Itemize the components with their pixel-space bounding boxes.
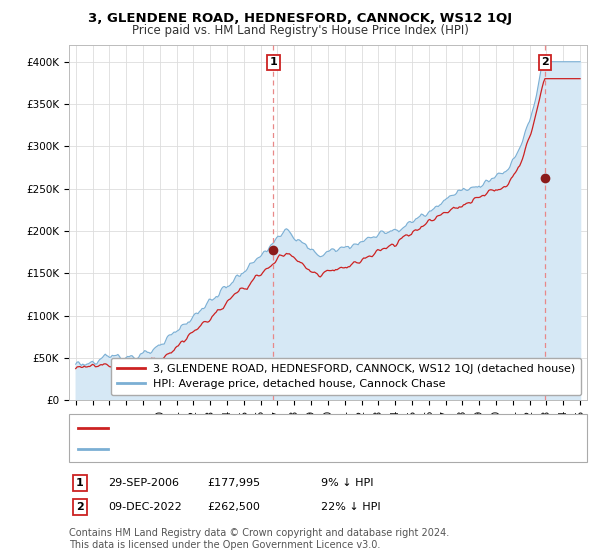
Text: 22% ↓ HPI: 22% ↓ HPI <box>321 502 380 512</box>
Text: 2: 2 <box>541 57 549 67</box>
Text: £262,500: £262,500 <box>207 502 260 512</box>
Text: 3, GLENDENE ROAD, HEDNESFORD, CANNOCK, WS12 1QJ: 3, GLENDENE ROAD, HEDNESFORD, CANNOCK, W… <box>88 12 512 25</box>
Text: 29-SEP-2006: 29-SEP-2006 <box>108 478 179 488</box>
Legend: 3, GLENDENE ROAD, HEDNESFORD, CANNOCK, WS12 1QJ (detached house), HPI: Average p: 3, GLENDENE ROAD, HEDNESFORD, CANNOCK, W… <box>111 358 581 395</box>
Text: 9% ↓ HPI: 9% ↓ HPI <box>321 478 373 488</box>
Text: 2: 2 <box>76 502 83 512</box>
Text: £177,995: £177,995 <box>207 478 260 488</box>
Text: Price paid vs. HM Land Registry's House Price Index (HPI): Price paid vs. HM Land Registry's House … <box>131 24 469 36</box>
Text: 1: 1 <box>76 478 83 488</box>
Text: Contains HM Land Registry data © Crown copyright and database right 2024.
This d: Contains HM Land Registry data © Crown c… <box>69 528 449 550</box>
Text: 09-DEC-2022: 09-DEC-2022 <box>108 502 182 512</box>
Text: 3, GLENDENE ROAD, HEDNESFORD, CANNOCK, WS12 1QJ (detached house): 3, GLENDENE ROAD, HEDNESFORD, CANNOCK, W… <box>112 423 535 433</box>
Text: HPI: Average price, detached house, Cannock Chase: HPI: Average price, detached house, Cann… <box>112 444 404 454</box>
Text: 1: 1 <box>269 57 277 67</box>
